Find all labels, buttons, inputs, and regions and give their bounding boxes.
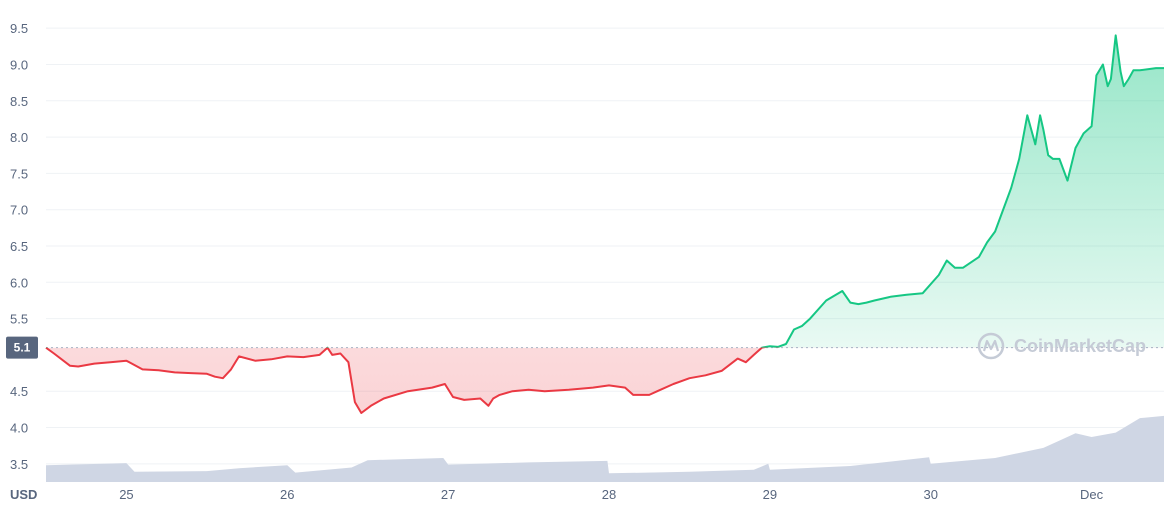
price-line-down [45, 347, 779, 414]
price-line-up [46, 34, 1164, 348]
x-tick-label: 30 [924, 487, 938, 502]
currency-label: USD [10, 487, 37, 502]
y-tick-label: 9.0 [10, 57, 28, 72]
watermark-text: CoinMarketCap [1014, 336, 1146, 356]
y-tick-label: 4.0 [10, 421, 28, 436]
y-axis: 3.5 4.0 4.5 5.5 6.0 6.5 7.0 7.5 8.0 8.5 9.0 9.5 [10, 21, 28, 472]
y-tick-label: 6.0 [10, 275, 28, 290]
y-tick-label: 9.5 [10, 21, 28, 36]
y-tick-label: 4.5 [10, 384, 28, 399]
x-tick-label: 26 [280, 487, 294, 502]
x-tick-label: 29 [763, 487, 777, 502]
coinmarketcap-logo-icon [977, 332, 1005, 360]
y-tick-label: 6.5 [10, 239, 28, 254]
y-tick-label: 7.5 [10, 166, 28, 181]
price-area-up [762, 35, 1164, 348]
x-tick-label: 25 [119, 487, 133, 502]
x-axis: 25 26 27 28 29 30 Dec [119, 487, 1103, 502]
price-area-down [46, 347, 1164, 413]
x-tick-label: 28 [602, 487, 616, 502]
current-price-label: 5.1 [14, 341, 31, 355]
y-tick-label: 5.5 [10, 312, 28, 327]
y-tick-label: 7.0 [10, 203, 28, 218]
volume-area [46, 415, 1164, 482]
y-tick-label: 8.0 [10, 130, 28, 145]
x-tick-label: Dec [1080, 487, 1104, 502]
grid-lines [46, 27, 1164, 465]
current-price-badge: 5.1 [6, 336, 38, 359]
y-tick-label: 3.5 [10, 457, 28, 472]
y-tick-label: 8.5 [10, 94, 28, 109]
coinmarketcap-watermark: CoinMarketCap [977, 332, 1146, 360]
x-tick-label: 27 [441, 487, 455, 502]
